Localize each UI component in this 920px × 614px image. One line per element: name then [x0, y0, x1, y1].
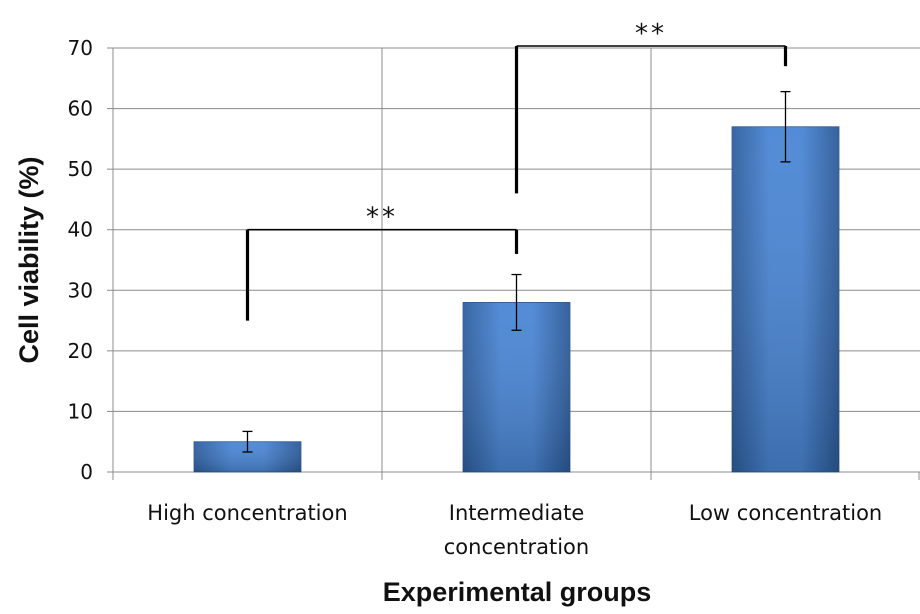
y-tick-label-60: 60 [68, 97, 93, 121]
y-tick-label-40: 40 [68, 218, 93, 242]
x-axis-title: Experimental groups [383, 577, 652, 607]
significance-brackets: ** ** [245, 19, 788, 321]
x-tick-label-0: High concentration [147, 501, 347, 525]
bars [193, 90, 840, 473]
significance-label-0: ** [366, 203, 398, 233]
significance-label-1: ** [635, 19, 667, 49]
x-tick-label-1: Intermediate concentration [444, 501, 589, 559]
x-tick-label-2: Low concentration [689, 501, 882, 525]
tick-labels: 0 10 20 30 40 50 60 70 High concentration Interme… [68, 36, 883, 559]
y-tick-label-30: 30 [68, 278, 93, 302]
y-tick-label-0: 0 [80, 460, 93, 484]
y-tick-label-20: 20 [68, 339, 93, 363]
y-tick-label-50: 50 [68, 157, 93, 181]
y-tick-label-70: 70 [68, 36, 93, 60]
bar-shade-2 [732, 126, 839, 472]
y-tick-label-10: 10 [68, 399, 93, 423]
y-axis-title: Cell viability (%) [14, 156, 44, 363]
